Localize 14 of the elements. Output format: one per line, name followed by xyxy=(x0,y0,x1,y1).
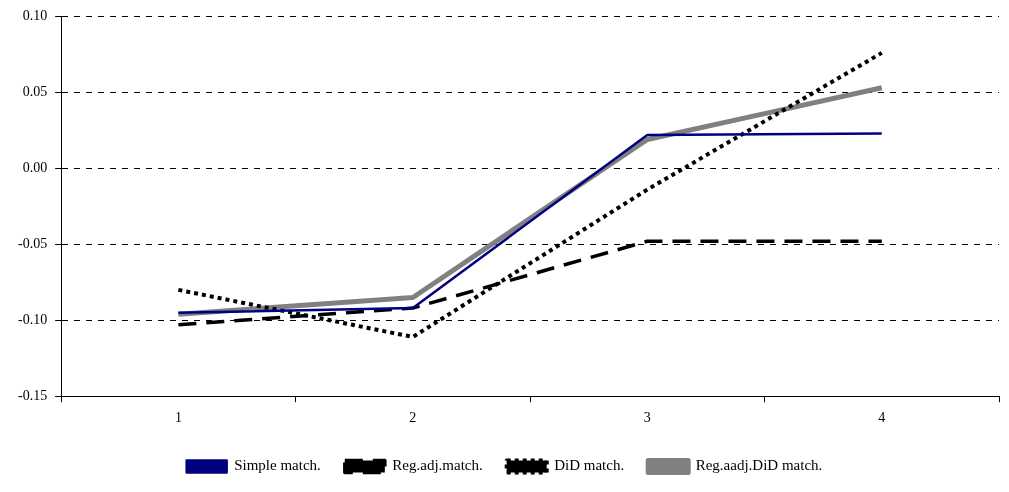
x-tick-label: 4 xyxy=(878,410,886,426)
x-tick-label: 1 xyxy=(174,410,182,426)
y-tick-label: 0.05 xyxy=(22,84,48,100)
y-tick-label: -0.10 xyxy=(17,311,48,327)
legend-label: Reg.aadj.DiD match. xyxy=(695,457,823,474)
legend-label: DiD match. xyxy=(554,457,625,474)
legend-label: Reg.adj.match. xyxy=(392,457,483,474)
y-tick-label: -0.15 xyxy=(17,387,48,403)
x-tick-label: 3 xyxy=(643,410,651,426)
y-tick-label: -0.05 xyxy=(17,235,48,251)
y-tick-label: 0.00 xyxy=(22,159,48,175)
legend-label: Simple match. xyxy=(234,457,321,474)
x-tick-label: 2 xyxy=(409,410,417,426)
y-tick-label: 0.10 xyxy=(22,8,48,24)
